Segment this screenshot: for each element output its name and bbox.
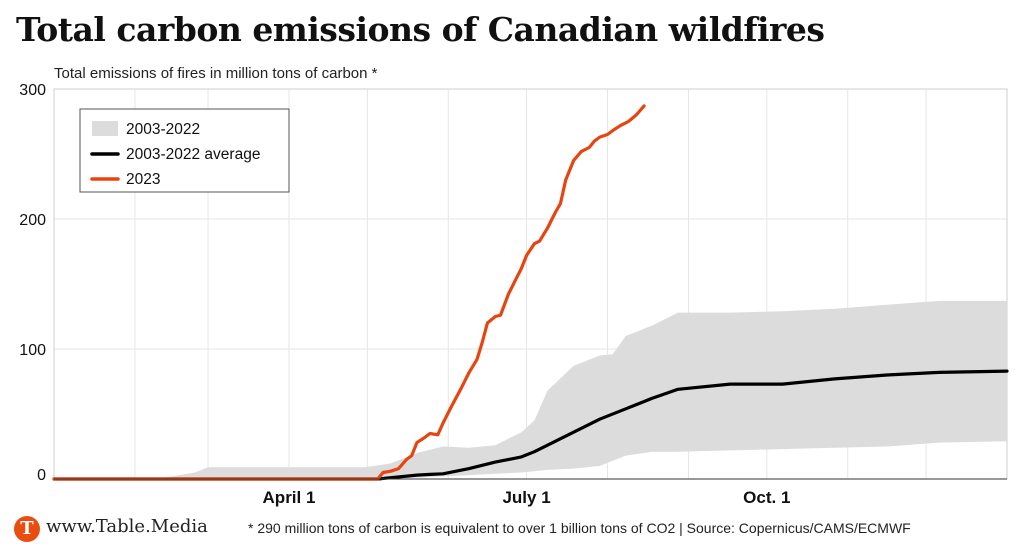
series-line-2023 [52,104,646,481]
y-tick-label: 300 [19,82,46,99]
y-tick-label: 200 [19,212,46,229]
axis-layer: 0 100 200 300 April 1 July 1 Oct. 1 [19,82,1007,507]
legend-item-average: 2003-2022 average [126,146,260,163]
table-media-logo-icon: T [14,516,40,542]
legend-swatch-range [92,121,118,136]
line-layer [52,104,1009,481]
y-tick-label: 0 [37,467,46,484]
x-tick-label: April 1 [263,488,316,507]
range-band-layer [54,300,1007,479]
series-range-band [54,300,1007,479]
source-note: * 290 million tons of carbon is equivale… [248,520,911,536]
legend[interactable]: 2003-2022 2003-2022 average 2023 [79,108,290,193]
x-tick-label: July 1 [502,488,550,507]
legend-item-range: 2003-2022 [126,121,200,138]
chart-title: Total carbon emissions of Canadian wildf… [16,10,825,49]
x-tick-label: Oct. 1 [743,488,790,507]
y-axis-label: Total emissions of fires in million tons… [54,65,378,82]
brand-link[interactable]: www.Table.Media [46,516,208,537]
series-line-average [52,369,1009,481]
footer: T www.Table.Media * 290 million tons of … [0,514,1024,544]
legend-item-2023: 2023 [126,171,160,188]
y-tick-label: 100 [19,342,46,359]
